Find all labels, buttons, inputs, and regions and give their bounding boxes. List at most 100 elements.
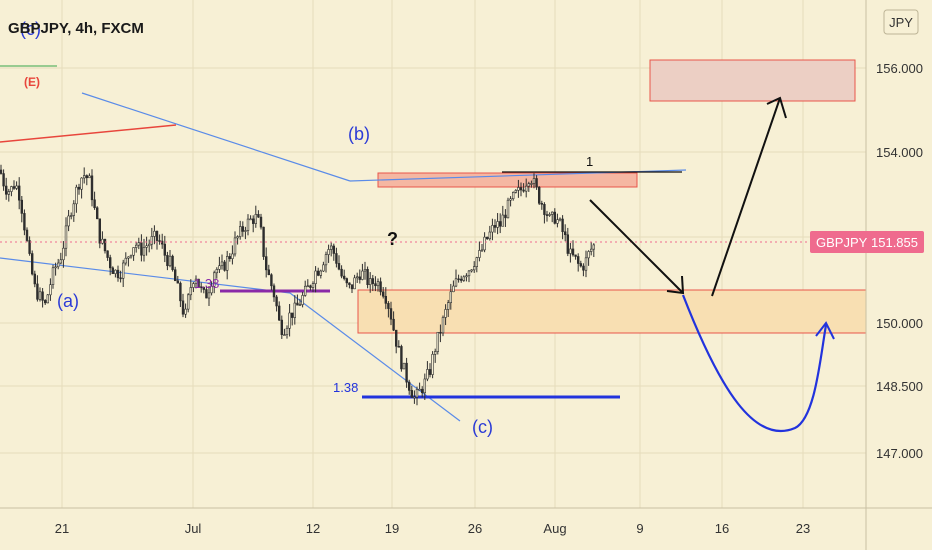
candle-body (332, 245, 335, 254)
candle-body (150, 236, 153, 245)
candle-body (543, 204, 546, 215)
candle-body (524, 185, 528, 192)
time-axis[interactable]: 21 Jul 12 19 26 Aug 9 16 23 (55, 521, 810, 536)
question-mark: ? (387, 229, 398, 249)
candle-body (135, 244, 138, 248)
candle-body (303, 285, 307, 296)
candle-body (213, 272, 216, 287)
candle-body (163, 243, 166, 256)
candle-body (249, 218, 252, 221)
candle-body (457, 278, 460, 281)
candle-body (574, 254, 577, 257)
arrow-down-line (589, 199, 684, 294)
price-badge-symbol: GBPJPY (816, 235, 868, 250)
candle-body (109, 257, 112, 269)
candle-body (522, 189, 525, 192)
candle-body (558, 218, 562, 221)
wave-label-c: (c) (472, 417, 493, 437)
candle-body (301, 295, 304, 305)
price-badge: GBPJPY 151.855 (810, 231, 924, 253)
lower-trend-line-ext (289, 292, 461, 422)
candle-body (88, 175, 91, 179)
candle-body (98, 218, 102, 244)
candle-body (433, 351, 437, 355)
candle-body (202, 287, 205, 290)
candle-body (174, 269, 177, 282)
candle-body (270, 274, 273, 287)
candle-body (309, 285, 312, 288)
candle-body (355, 276, 359, 279)
candle-body (483, 236, 486, 251)
candle-body (535, 178, 538, 188)
candle-body (192, 283, 195, 288)
candle-body (589, 248, 593, 252)
candle-body (579, 263, 583, 267)
candle-body (56, 262, 60, 268)
candle-body (220, 261, 224, 267)
candle-body (166, 255, 169, 267)
candle-body (363, 269, 367, 272)
candle-body (127, 256, 130, 259)
candle-body (285, 327, 289, 335)
candle-body (587, 251, 590, 259)
candle-body (28, 240, 31, 254)
x-tick-label: 23 (796, 521, 810, 536)
price-badge-bg (810, 231, 924, 253)
y-tick-label: 156.000 (876, 61, 923, 76)
candle-body (436, 331, 439, 352)
candle-body (90, 175, 94, 201)
candle-body (407, 381, 411, 391)
candle-body (527, 183, 531, 187)
candle-body (215, 269, 218, 274)
candle-body (293, 302, 296, 318)
candle-body (350, 284, 354, 290)
candle-body (517, 187, 520, 191)
x-tick-label: 16 (715, 521, 729, 536)
arrow-up-line (711, 97, 781, 297)
candle-body (368, 278, 372, 286)
candle-body (132, 247, 135, 256)
candle-body (145, 245, 148, 248)
candle-body (465, 275, 468, 278)
candle-body (226, 256, 229, 271)
candle-body (498, 221, 502, 227)
candle-body (467, 270, 471, 277)
candle-body (290, 312, 294, 318)
candle-body (553, 211, 557, 224)
candle-body (556, 219, 559, 224)
candle-body (532, 178, 536, 184)
candle-body (459, 278, 463, 281)
candle-body (413, 396, 416, 399)
candle-body (420, 388, 424, 394)
wave-label-top: (c) (20, 19, 41, 39)
candle-body (371, 278, 374, 284)
lower-trend-line (0, 257, 291, 294)
candle-body (584, 257, 588, 271)
candle-body (54, 266, 57, 269)
candle-body (322, 264, 325, 272)
candle-body (158, 240, 161, 242)
candle-body (405, 362, 408, 383)
candle-body (335, 253, 338, 264)
candle-body (418, 388, 421, 391)
candle-body (501, 214, 504, 227)
candle-body (311, 283, 315, 288)
x-tick-label: Aug (543, 521, 566, 536)
candle-body (426, 369, 429, 380)
candle-body (181, 300, 185, 315)
currency-button[interactable]: JPY (883, 9, 919, 35)
candle-body (17, 185, 21, 201)
candle-body (439, 331, 442, 334)
candle-body (493, 225, 497, 228)
candle-body (329, 245, 333, 250)
candle-body (314, 270, 317, 284)
candle-body (387, 303, 390, 309)
candle-body (236, 236, 239, 239)
candle-body (571, 248, 575, 256)
candle-body (257, 214, 260, 218)
candle-body (428, 369, 432, 375)
candle-body (62, 247, 65, 261)
wave-label-a: (a) (57, 291, 79, 311)
